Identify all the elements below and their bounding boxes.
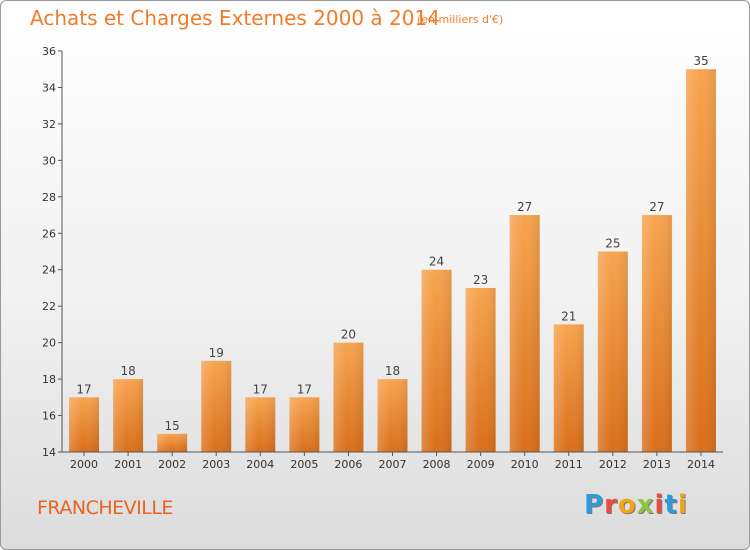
y-tick-label: 26: [42, 227, 56, 240]
brand-letter: P: [584, 490, 605, 520]
y-tick-label: 30: [42, 154, 56, 167]
x-tick-label: 2012: [599, 458, 627, 471]
data-label: 27: [649, 200, 664, 214]
x-tick-label: 2000: [70, 458, 98, 471]
brand-letter: o: [617, 490, 637, 520]
x-tick-label: 2010: [511, 458, 539, 471]
x-tick-label: 2014: [687, 458, 715, 471]
brand-letter: i: [654, 490, 665, 520]
y-tick-label: 36: [42, 45, 56, 58]
x-tick-label: 2001: [114, 458, 142, 471]
data-label: 27: [517, 200, 532, 214]
brand-logo: Proxiti: [584, 490, 688, 520]
chart-subtitle: (en milliers d'€): [417, 13, 504, 26]
x-tick-label: 2003: [202, 458, 230, 471]
bar-shading: [289, 397, 320, 452]
bar-shading: [421, 269, 452, 452]
brand-letter: r: [604, 490, 618, 520]
data-label: 17: [253, 382, 268, 396]
x-tick-label: 2007: [379, 458, 407, 471]
x-tick-label: 2008: [423, 458, 451, 471]
data-label: 25: [605, 237, 620, 251]
data-label: 18: [120, 364, 135, 378]
data-label: 21: [561, 309, 576, 323]
x-tick-label: 2002: [158, 458, 186, 471]
y-axis: 14 16 18 20 22 24 26 28 30 32 34 36: [42, 45, 63, 459]
data-label: 24: [429, 255, 444, 269]
x-axis: 2000 2001 2002 2003 2004 2005 2006 2007 2008 2009…: [62, 451, 723, 471]
bar-shading: [157, 433, 188, 452]
chart-title: Achats et Charges Externes 2000 à 2014: [30, 6, 440, 30]
y-tick-label: 16: [42, 410, 56, 423]
data-label: 18: [385, 364, 400, 378]
bar-shading: [113, 379, 144, 452]
bar-shading: [377, 379, 408, 452]
bar-shading: [69, 397, 100, 452]
bar-shading: [641, 215, 672, 452]
data-label: 17: [76, 382, 91, 396]
y-tick-label: 34: [42, 81, 56, 94]
place-name: FRANCHEVILLE: [37, 497, 173, 519]
x-tick-label: 2009: [467, 458, 495, 471]
y-tick-label: 28: [42, 191, 56, 204]
data-label: 35: [693, 54, 708, 68]
data-label: 19: [209, 346, 224, 360]
data-label: 15: [165, 419, 180, 433]
bar-shading: [597, 251, 628, 452]
bar-shading: [553, 324, 584, 452]
brand-letter: t: [664, 490, 678, 520]
x-tick-label: 2013: [643, 458, 671, 471]
y-tick-label: 14: [42, 446, 56, 459]
bar-shading: [685, 69, 716, 453]
y-tick-label: 20: [42, 337, 56, 350]
bar-shading: [509, 215, 540, 452]
bar-shading: [245, 397, 276, 452]
x-tick-label: 2011: [555, 458, 583, 471]
bar-shading: [465, 287, 496, 452]
bars: 17 18 15 19 17 17 20 18 24 23 27 21 25 27 35: [69, 54, 716, 453]
y-tick-label: 22: [42, 300, 56, 313]
y-tick-label: 24: [42, 264, 56, 277]
data-label: 20: [341, 328, 356, 342]
bar-shading: [333, 342, 364, 452]
x-tick-label: 2005: [290, 458, 318, 471]
y-tick-label: 18: [42, 373, 56, 386]
x-tick-label: 2004: [246, 458, 274, 471]
x-tick-label: 2006: [334, 458, 362, 471]
bar-shading: [201, 360, 232, 452]
y-tick-label: 32: [42, 118, 56, 131]
brand-letter: i: [677, 490, 688, 520]
brand-letter: x: [636, 490, 655, 520]
data-label: 17: [297, 382, 312, 396]
data-label: 23: [473, 273, 488, 287]
